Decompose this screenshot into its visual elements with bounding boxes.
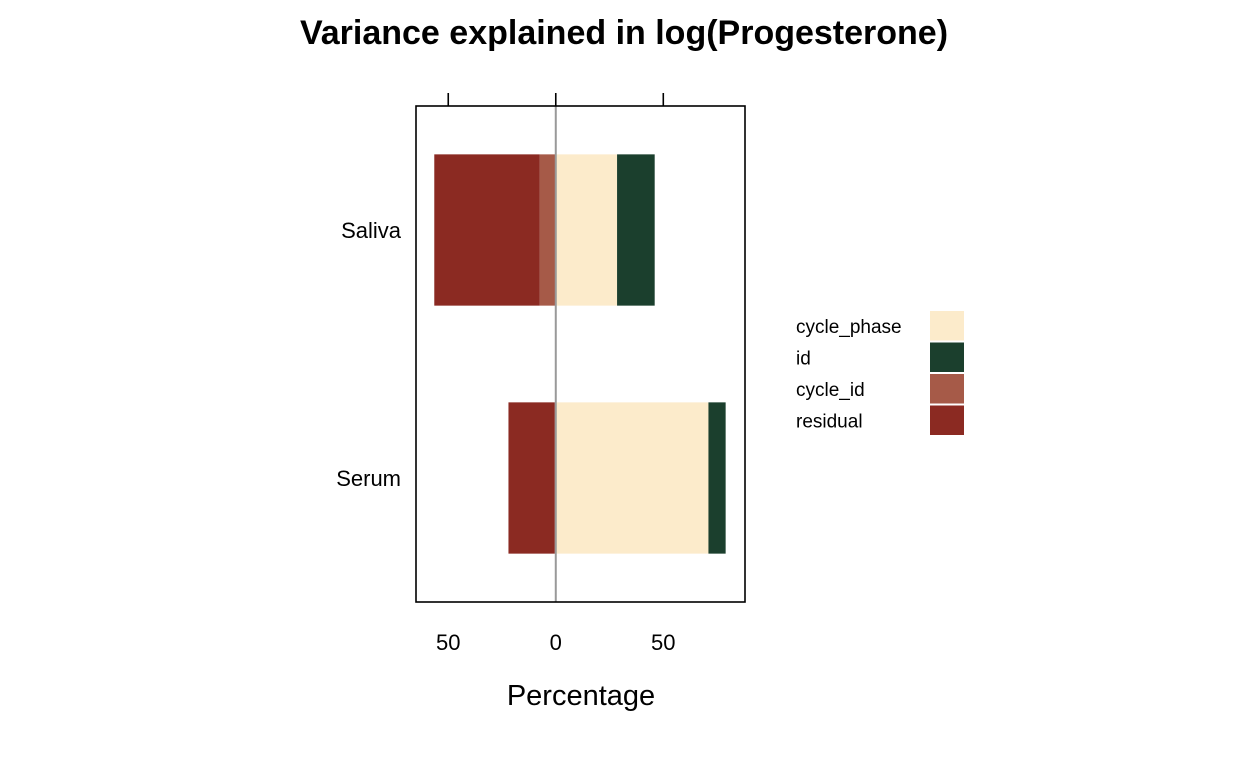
bar-serum-cycle-phase — [555, 402, 709, 554]
bar-serum-residual — [508, 402, 555, 554]
legend-swatch-id — [930, 342, 964, 372]
plot-frame — [415, 105, 746, 603]
y-tick-label-serum: Serum — [336, 466, 401, 491]
legend-swatch-cycle-phase — [930, 311, 964, 341]
legend-label-cycle-id: cycle_id — [796, 380, 865, 401]
x-tick-label: 0 — [550, 630, 562, 655]
legend-swatch-residual — [930, 405, 964, 435]
x-tick-label: 50 — [436, 630, 460, 655]
legend-label-cycle-phase: cycle_phase — [796, 317, 902, 338]
bar-serum-id — [708, 402, 726, 554]
legend-label-residual: residual — [796, 412, 863, 433]
bar-saliva-id — [617, 154, 655, 306]
axis-layer: Saliva Serum 50 0 50 — [336, 93, 676, 655]
legend-swatch-cycle-id — [930, 374, 964, 404]
bar-saliva-cycle-id — [539, 154, 556, 306]
x-axis-label: Percentage — [507, 680, 655, 712]
legend-label-id: id — [796, 349, 811, 370]
bar-saliva-cycle-phase — [555, 154, 618, 306]
y-tick-label-saliva: Saliva — [341, 218, 402, 243]
x-tick-label: 50 — [651, 630, 675, 655]
chart-title: Variance explained in log(Progesterone) — [300, 14, 948, 52]
bars-layer — [434, 154, 726, 554]
bar-saliva-residual — [434, 154, 540, 306]
